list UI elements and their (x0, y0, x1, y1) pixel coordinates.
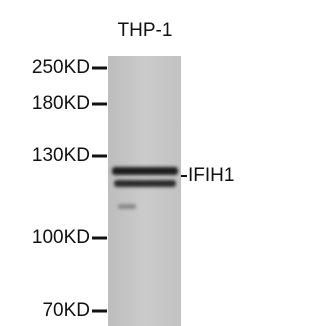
band-label: IFIH1 (188, 165, 234, 186)
marker-label: 250KD (32, 57, 90, 78)
band-upper (112, 167, 178, 175)
marker-label: 130KD (32, 145, 90, 166)
band-faint (118, 204, 136, 209)
marker-label: 180KD (32, 93, 90, 114)
blot-figure: THP-1 IFIH1 250KD 180KD 130KD 100KD 70KD (32, 20, 234, 326)
marker-ladder: 250KD 180KD 130KD 100KD 70KD (32, 57, 107, 321)
marker-label: 70KD (42, 300, 90, 321)
lane (108, 56, 181, 326)
band-lower (114, 180, 176, 187)
bands (112, 167, 178, 209)
marker-label: 100KD (32, 227, 90, 248)
lane-label: THP-1 (118, 20, 173, 41)
